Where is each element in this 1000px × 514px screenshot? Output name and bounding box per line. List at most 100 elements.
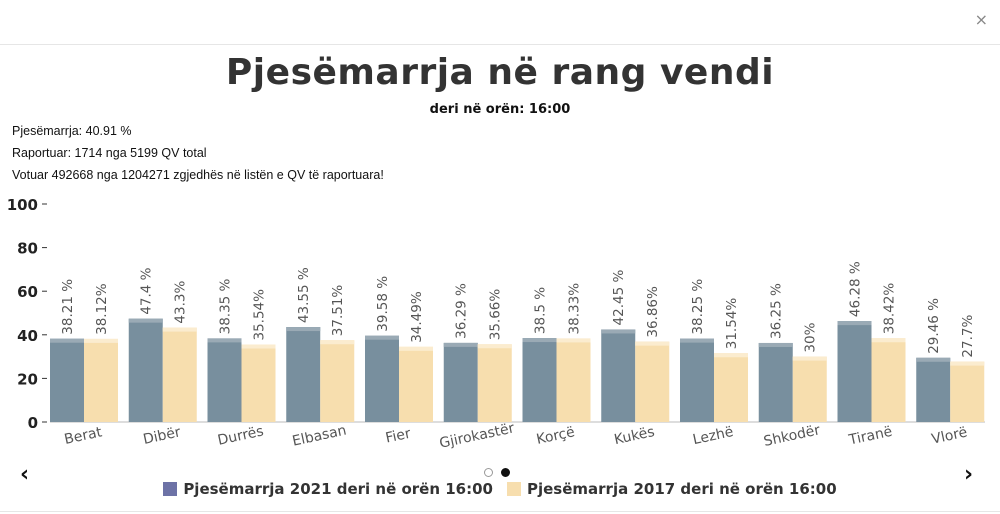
bar-2017 bbox=[635, 341, 670, 422]
data-label-2021: 43.55 % bbox=[296, 267, 312, 323]
bar-2021-top bbox=[365, 335, 399, 340]
voted-text: Votuar 492668 nga 1204271 zgjedhës në li… bbox=[12, 168, 384, 182]
bar-2017 bbox=[477, 344, 512, 422]
legend-label-2017: Pjesëmarrja 2017 deri në orën 16:00 bbox=[527, 480, 837, 498]
bar-2017 bbox=[399, 346, 433, 422]
data-label-2017: 34.49% bbox=[409, 291, 425, 343]
bar-2021 bbox=[522, 338, 557, 422]
x-tick-label: Berat bbox=[63, 424, 104, 448]
pagination-dots bbox=[484, 468, 510, 477]
y-tick-label: 20 bbox=[17, 370, 38, 388]
bar-2017 bbox=[714, 353, 748, 422]
bar-2021 bbox=[286, 327, 321, 422]
data-label-2017: 27.7% bbox=[960, 315, 976, 358]
bar-2021-top bbox=[916, 357, 951, 362]
data-label-2017: 31.54% bbox=[724, 298, 740, 350]
bar-2021 bbox=[207, 338, 242, 422]
pagination-dot-2[interactable] bbox=[501, 468, 510, 477]
y-tick-label: 40 bbox=[17, 327, 38, 345]
bar-2017-top bbox=[477, 344, 512, 349]
data-label-2017: 30% bbox=[803, 322, 819, 352]
x-tick-label: Shkodër bbox=[762, 422, 822, 450]
legend-item-2017[interactable]: Pjesëmarrja 2017 deri në orën 16:00 bbox=[507, 480, 837, 498]
prev-arrow-icon[interactable]: ‹ bbox=[20, 462, 30, 487]
x-tick-label: Tiranë bbox=[847, 424, 894, 449]
data-label-2021: 38.21 % bbox=[60, 279, 76, 335]
data-label-2021: 29.46 % bbox=[926, 298, 942, 354]
data-label-2021: 38.35 % bbox=[218, 278, 234, 334]
data-label-2017: 37.51% bbox=[330, 285, 346, 337]
data-label-2017: 35.54% bbox=[252, 289, 268, 341]
bar-2021-top bbox=[601, 329, 636, 334]
x-tick-label: Dibër bbox=[142, 424, 183, 448]
data-label-2017: 43.3% bbox=[173, 281, 189, 324]
footer-divider bbox=[0, 511, 1000, 512]
bar-2021 bbox=[916, 357, 951, 422]
data-label-2017: 36.86% bbox=[645, 286, 661, 338]
y-tick-label: 100 bbox=[7, 196, 38, 214]
bar-2017 bbox=[320, 340, 355, 422]
bar-2021-top bbox=[286, 327, 321, 332]
bar-2021 bbox=[50, 338, 84, 422]
legend-swatch-2021 bbox=[163, 482, 178, 496]
legend-swatch-2017 bbox=[507, 482, 521, 496]
x-tick-label: Elbasan bbox=[291, 423, 348, 450]
chart-title: Pjesëmarrja në rang vendi bbox=[225, 52, 775, 93]
data-label-2017: 38.33% bbox=[567, 283, 583, 335]
x-tick-label: Fier bbox=[384, 426, 412, 447]
bar-2021 bbox=[837, 321, 872, 422]
reported-text: Raportuar: 1714 nga 5199 QV total bbox=[12, 146, 207, 160]
header-divider bbox=[0, 44, 1000, 45]
next-arrow-icon[interactable]: › bbox=[964, 462, 974, 487]
x-tick-label: Korçë bbox=[535, 424, 576, 448]
data-label-2021: 39.58 % bbox=[375, 276, 391, 332]
chart-subtitle: deri në orën: 16:00 bbox=[429, 102, 571, 117]
y-tick-label: 60 bbox=[17, 283, 38, 301]
bar-2021 bbox=[680, 338, 714, 422]
bar-2017 bbox=[556, 338, 591, 422]
bar-2017 bbox=[241, 344, 276, 422]
bar-2021-top bbox=[207, 338, 242, 343]
data-label-2021: 36.29 % bbox=[454, 283, 470, 339]
close-icon[interactable]: × bbox=[974, 10, 988, 29]
bar-2021-top bbox=[758, 342, 793, 347]
bar-2021 bbox=[601, 329, 636, 422]
data-label-2017: 38.42% bbox=[882, 283, 898, 335]
x-tick-label: Vlorë bbox=[930, 425, 969, 448]
x-tick-label: Kukës bbox=[613, 424, 656, 448]
bar-2021 bbox=[128, 318, 163, 422]
bar-2017-top bbox=[84, 338, 118, 343]
data-label-2021: 47.4 % bbox=[139, 267, 155, 314]
legend-label-2021: Pjesëmarrja 2021 deri në orën 16:00 bbox=[183, 480, 493, 498]
data-label-2021: 38.25 % bbox=[690, 279, 706, 335]
bar-2017-top bbox=[792, 356, 827, 361]
pagination-dot-1[interactable] bbox=[484, 468, 493, 477]
bar-2017-top bbox=[950, 361, 985, 366]
bar-2021-top bbox=[128, 318, 163, 323]
bar-2017 bbox=[792, 356, 827, 422]
bar-2021 bbox=[758, 342, 793, 422]
bar-2017 bbox=[871, 338, 906, 422]
bar-2017-top bbox=[871, 338, 906, 343]
bar-2017-top bbox=[320, 340, 355, 345]
y-tick-label: 80 bbox=[17, 240, 38, 258]
bar-2017-top bbox=[399, 346, 433, 351]
data-label-2021: 42.45 % bbox=[611, 270, 627, 326]
bar-2021-top bbox=[443, 342, 478, 347]
bar-2017-top bbox=[714, 353, 748, 358]
bar-2017-top bbox=[241, 344, 276, 349]
bar-2017 bbox=[162, 327, 197, 422]
data-label-2017: 35.66% bbox=[488, 289, 504, 341]
data-label-2021: 46.28 % bbox=[848, 261, 864, 317]
participation-text: Pjesëmarrja: 40.91 % bbox=[12, 124, 132, 138]
bar-2017-top bbox=[162, 327, 197, 332]
bar-2017 bbox=[84, 338, 118, 422]
bar-2017-top bbox=[635, 341, 670, 346]
bar-2017-top bbox=[556, 338, 591, 343]
legend-item-2021[interactable]: Pjesëmarrja 2021 deri në orën 16:00 bbox=[163, 480, 493, 498]
bar-2021-top bbox=[837, 321, 872, 326]
x-tick-label: Lezhë bbox=[691, 424, 734, 448]
bar-2021-top bbox=[680, 338, 714, 343]
data-label-2021: 38.5 % bbox=[533, 287, 549, 334]
bar-2021 bbox=[443, 342, 478, 422]
